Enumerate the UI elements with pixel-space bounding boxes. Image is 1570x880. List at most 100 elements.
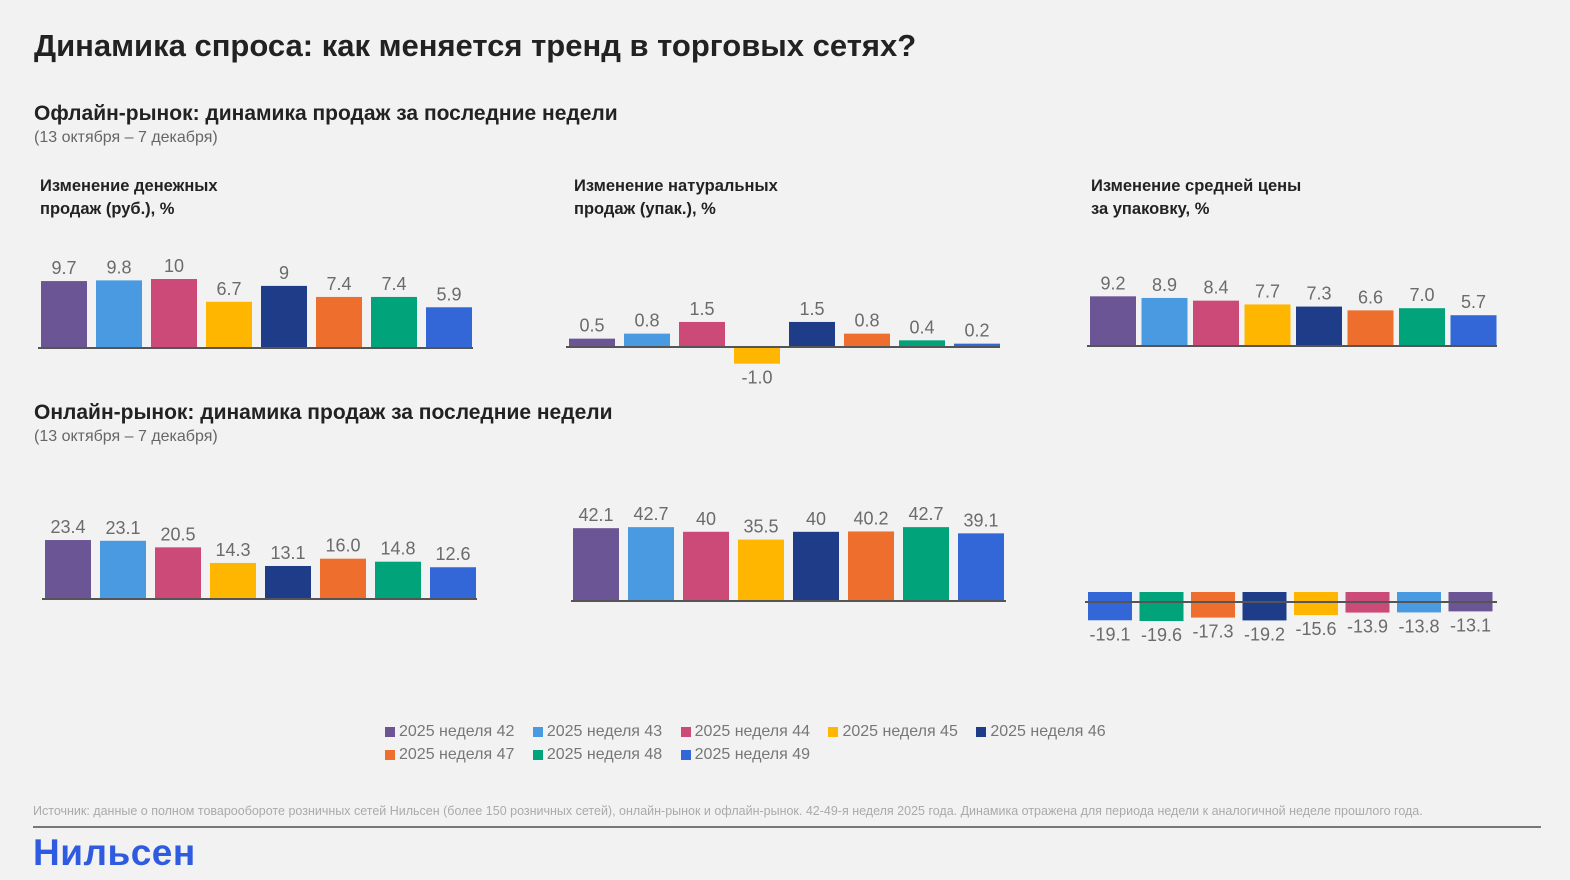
bar bbox=[844, 333, 890, 347]
bar bbox=[1090, 296, 1136, 346]
data-label: 7.4 bbox=[326, 274, 351, 294]
bar bbox=[155, 547, 201, 599]
bar bbox=[375, 561, 421, 599]
chart-title-money-sales: Изменение денежных продаж (руб.), % bbox=[40, 177, 218, 218]
legend-swatch bbox=[532, 749, 543, 760]
chart-title-unit-sales: Изменение натуральных продаж (упак.), % bbox=[574, 177, 778, 218]
data-label: 9.7 bbox=[51, 258, 76, 278]
chart-title-avg-price: Изменение средней цены за упаковку, % bbox=[1091, 177, 1302, 218]
data-label: 0.4 bbox=[909, 317, 934, 337]
legend-item-w44: 2025 неделя 44 bbox=[680, 720, 811, 743]
bar bbox=[1399, 308, 1445, 346]
bar bbox=[261, 285, 307, 348]
bar bbox=[628, 527, 674, 601]
data-label: 6.7 bbox=[216, 279, 241, 299]
legend-swatch bbox=[532, 726, 543, 737]
data-label: -13.1 bbox=[1450, 615, 1491, 635]
data-label: 7.3 bbox=[1306, 284, 1331, 304]
data-label: -19.2 bbox=[1244, 624, 1285, 644]
bar bbox=[958, 533, 1004, 601]
legend-item-w45: 2025 неделя 45 bbox=[828, 720, 958, 743]
legend-label: 2025 неделя 46 bbox=[990, 722, 1106, 740]
data-label: 35.5 bbox=[743, 517, 778, 537]
data-label: 8.9 bbox=[1152, 275, 1177, 295]
legend-label: 2025 неделя 45 bbox=[842, 722, 958, 740]
bar bbox=[45, 540, 91, 599]
bar bbox=[789, 321, 835, 347]
offline-period: (13 октября – 7 декабря) bbox=[34, 129, 218, 146]
data-label: 39.1 bbox=[963, 510, 998, 530]
data-label: 0.8 bbox=[854, 311, 879, 331]
data-label: 42.7 bbox=[908, 504, 943, 524]
bar bbox=[96, 280, 142, 348]
bar bbox=[683, 531, 729, 601]
bar bbox=[206, 301, 252, 348]
data-label: 14.8 bbox=[380, 539, 415, 559]
bar bbox=[1141, 297, 1188, 346]
bar bbox=[41, 281, 87, 348]
data-label: 5.9 bbox=[436, 284, 461, 304]
bar bbox=[100, 540, 146, 599]
online-period: (13 октября – 7 декабря) bbox=[34, 428, 218, 445]
bar bbox=[265, 565, 311, 599]
data-label: 8.4 bbox=[1203, 278, 1228, 298]
divider bbox=[33, 826, 1541, 828]
data-label: 42.1 bbox=[578, 505, 613, 525]
legend-swatch bbox=[385, 749, 395, 760]
data-label: -17.3 bbox=[1192, 622, 1233, 642]
legend-item-w43: 2025 неделя 43 bbox=[532, 720, 663, 743]
legend-label: 2025 неделя 42 bbox=[399, 722, 515, 740]
data-label: -1.0 bbox=[741, 368, 772, 388]
bar bbox=[1450, 315, 1497, 346]
data-label: 7.7 bbox=[1255, 281, 1280, 301]
legend-label: 2025 неделя 44 bbox=[694, 722, 811, 740]
bar bbox=[371, 296, 417, 348]
data-label: 16.0 bbox=[325, 536, 360, 556]
bar bbox=[1347, 310, 1394, 346]
nielsen-logo: Нильсен bbox=[33, 832, 196, 873]
data-label: 0.2 bbox=[964, 321, 989, 341]
data-label: 9.8 bbox=[106, 257, 131, 277]
bar bbox=[1296, 306, 1342, 346]
legend-label: 2025 неделя 47 bbox=[399, 745, 515, 763]
data-label: -19.6 bbox=[1141, 625, 1182, 645]
data-label: 7.4 bbox=[381, 274, 406, 294]
data-label: 0.8 bbox=[634, 311, 659, 331]
data-label: 40 bbox=[696, 509, 716, 529]
bar bbox=[679, 321, 725, 347]
source-note: Источник: данные о полном товарообороте … bbox=[33, 804, 1423, 818]
data-label: 0.5 bbox=[579, 316, 604, 336]
online-heading: Онлайн-рынок: динамика продаж за последн… bbox=[34, 401, 613, 424]
offline-heading: Офлайн-рынок: динамика продаж за последн… bbox=[34, 102, 618, 125]
bar bbox=[316, 296, 362, 348]
bar bbox=[430, 567, 476, 599]
legend-item-w49: 2025 неделя 49 bbox=[680, 743, 811, 766]
legend-label: 2025 неделя 43 bbox=[546, 722, 663, 740]
bar bbox=[954, 343, 1000, 347]
bar bbox=[151, 279, 197, 348]
data-label: 7.0 bbox=[1409, 285, 1434, 305]
legend-item-w46: 2025 неделя 46 bbox=[976, 720, 1106, 743]
data-label: 23.1 bbox=[105, 518, 140, 538]
legend-swatch bbox=[828, 726, 839, 737]
data-label: -13.9 bbox=[1347, 617, 1388, 637]
data-label: -19.1 bbox=[1089, 624, 1130, 644]
data-label: 1.5 bbox=[799, 299, 824, 319]
legend-item-w48: 2025 неделя 48 bbox=[532, 743, 662, 766]
data-label: 9 bbox=[279, 263, 289, 283]
bar bbox=[624, 333, 670, 347]
legend-label: 2025 неделя 49 bbox=[694, 745, 811, 763]
data-label: 13.1 bbox=[270, 543, 305, 563]
data-label: 20.5 bbox=[160, 524, 195, 544]
data-label: 14.3 bbox=[215, 540, 250, 560]
bar bbox=[738, 539, 784, 601]
bar bbox=[1242, 592, 1287, 621]
bar bbox=[793, 531, 839, 601]
data-label: 1.5 bbox=[689, 299, 714, 319]
data-label: 6.6 bbox=[1358, 287, 1383, 307]
legend-swatch bbox=[385, 726, 395, 737]
bar bbox=[1193, 300, 1239, 346]
data-label: -13.8 bbox=[1398, 616, 1439, 636]
